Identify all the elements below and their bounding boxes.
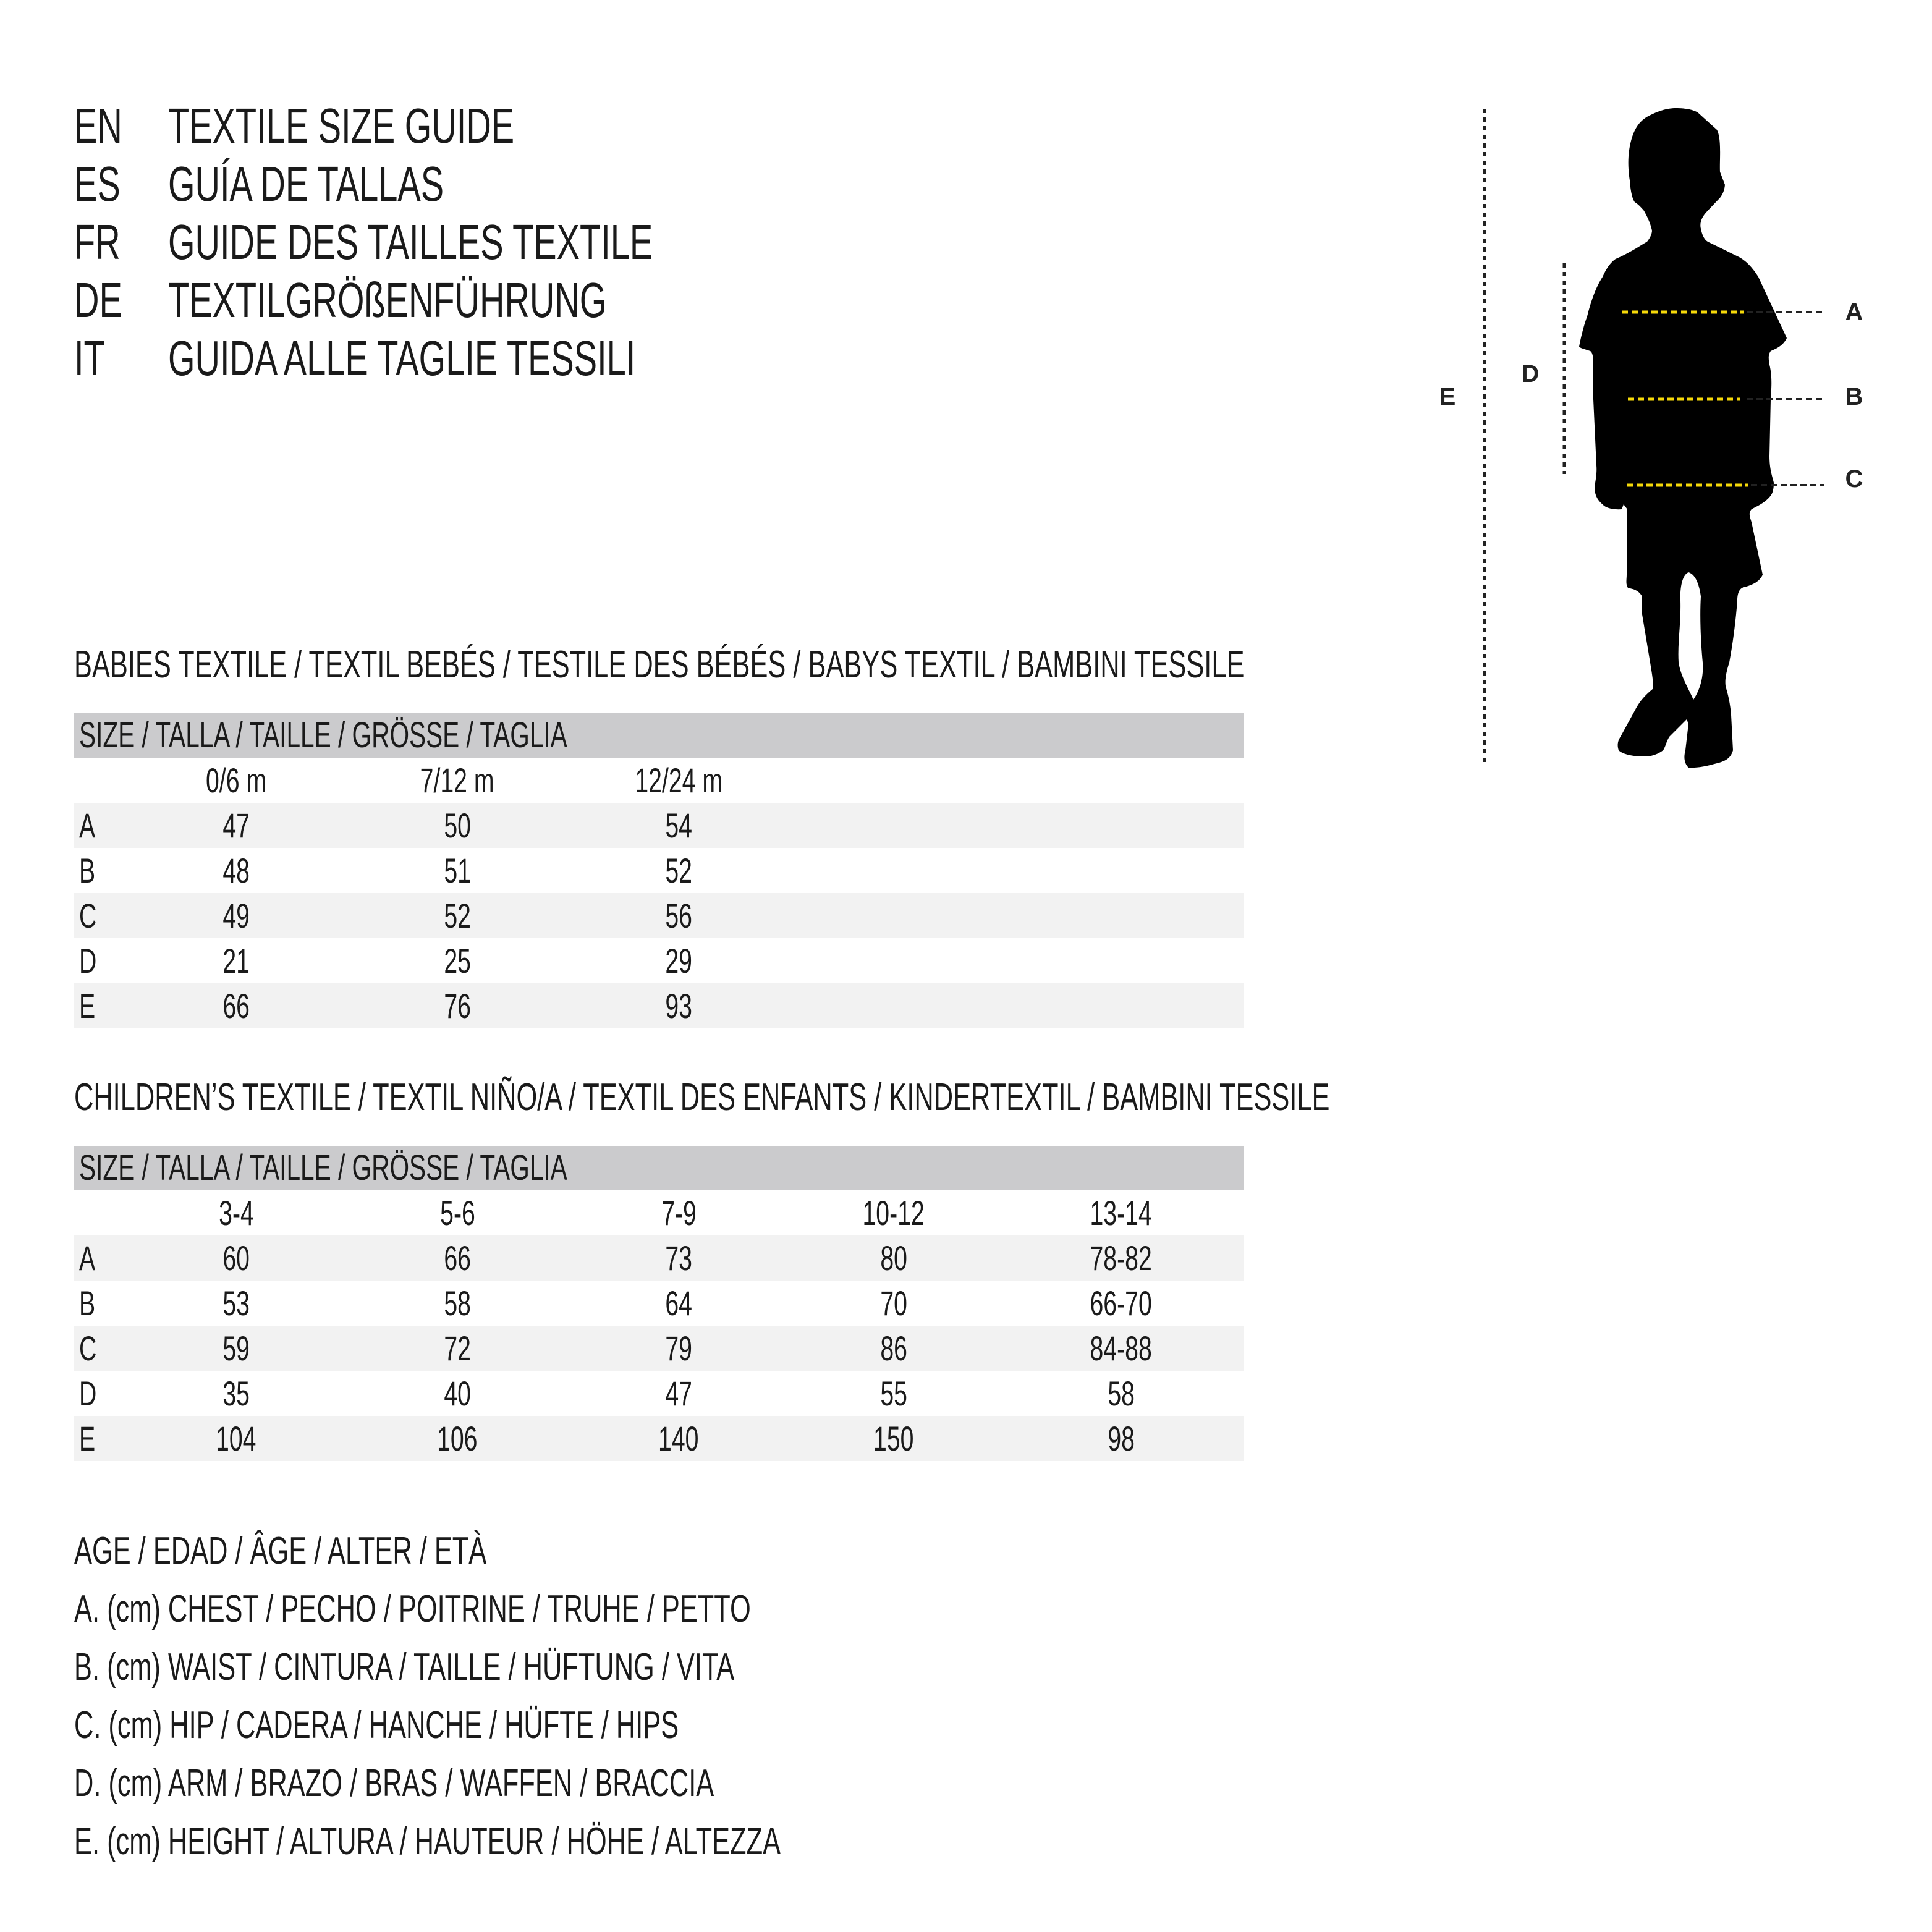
row-label: A: [79, 806, 96, 845]
babies-size-table: SIZE / TALLA / TAILLE / GRÖSSE / TAGLIA 0…: [74, 713, 1244, 1028]
row-label: B: [79, 851, 96, 890]
table-row: D 35 40 47 55 58: [74, 1371, 1244, 1416]
table-cell: 84-88: [1090, 1329, 1153, 1368]
table-cell: 79: [665, 1329, 692, 1368]
language-code: ES: [74, 156, 121, 211]
table-cell: 29: [665, 941, 692, 980]
row-label: A: [79, 1239, 96, 1277]
table-row: A 60 66 73 80 78-82: [74, 1235, 1244, 1281]
table-cell: 54: [665, 806, 692, 845]
legend-item: B. (cm) WAIST / CINTURA / TAILLE / HÜFTU…: [74, 1646, 735, 1688]
row-label: E: [79, 986, 96, 1025]
table-cell: 47: [665, 1374, 692, 1413]
column-header: 13-14: [1090, 1193, 1153, 1232]
table-cell: 66: [222, 986, 250, 1025]
table-cell: 52: [444, 896, 471, 935]
table-cell: 55: [880, 1374, 907, 1413]
table-cell: 140: [658, 1419, 699, 1458]
label-c: C: [1845, 465, 1863, 493]
table-cell: 78-82: [1090, 1239, 1153, 1277]
table-cell: 25: [444, 941, 471, 980]
label-b: B: [1845, 383, 1863, 410]
row-label: C: [79, 896, 97, 935]
label-a: A: [1845, 299, 1863, 326]
table-row: B 48 51 52: [74, 848, 1244, 893]
table-cell: 56: [665, 896, 692, 935]
table-cell: 72: [444, 1329, 471, 1368]
table-cell: 66-70: [1090, 1284, 1153, 1323]
child-silhouette-icon: [1579, 108, 1787, 768]
table-cell: 58: [1108, 1374, 1135, 1413]
table-row: C 49 52 56: [74, 893, 1244, 938]
table-cell: 70: [880, 1284, 907, 1323]
table-cell: 86: [880, 1329, 907, 1368]
children-size-table: SIZE / TALLA / TAILLE / GRÖSSE / TAGLIA 3…: [74, 1146, 1244, 1461]
table-cell: 47: [222, 806, 250, 845]
table-cell: 58: [444, 1284, 471, 1323]
table-row: A 47 50 54: [74, 803, 1244, 848]
column-header-row: 3-4 5-6 7-9 10-12 13-14: [74, 1190, 1244, 1235]
column-header: 7-9: [661, 1193, 697, 1232]
size-header: SIZE / TALLA / TAILLE / GRÖSSE / TAGLIA: [74, 713, 1244, 758]
table-row: E 66 76 93: [74, 983, 1244, 1028]
table-cell: 48: [222, 851, 250, 890]
table-cell: 52: [665, 851, 692, 890]
table-cell: 49: [222, 896, 250, 935]
row-label: C: [79, 1329, 97, 1368]
row-label: D: [79, 1374, 97, 1413]
column-header: 10-12: [862, 1193, 925, 1232]
table-cell: 60: [222, 1239, 250, 1277]
table-cell: 66: [444, 1239, 471, 1277]
title-text: TEXTILGRÖßENFÜHRUNG: [168, 273, 607, 328]
table-cell: 76: [444, 986, 471, 1025]
table-cell: 73: [665, 1239, 692, 1277]
column-header: 7/12 m: [420, 761, 494, 800]
table-cell: 40: [444, 1374, 471, 1413]
legend-item: A. (cm) CHEST / PECHO / POITRINE / TRUHE…: [74, 1588, 751, 1630]
table-cell: 106: [437, 1419, 478, 1458]
column-header: 3-4: [218, 1193, 254, 1232]
row-label: E: [79, 1419, 96, 1458]
legend-item: C. (cm) HIP / CADERA / HANCHE / HÜFTE / …: [74, 1704, 679, 1747]
legend-item: E. (cm) HEIGHT / ALTURA / HAUTEUR / HÖHE…: [74, 1820, 781, 1863]
table-cell: 35: [222, 1374, 250, 1413]
column-header-row: 0/6 m 7/12 m 12/24 m: [74, 758, 1244, 803]
label-d: D: [1522, 360, 1540, 388]
column-header: 0/6 m: [205, 761, 267, 800]
table-cell: 53: [222, 1284, 250, 1323]
language-code: EN: [74, 98, 122, 153]
column-header: 12/24 m: [635, 761, 722, 800]
children-heading: CHILDREN’S TEXTILE / TEXTIL NIÑO/A / TEX…: [74, 1076, 1330, 1119]
title-text: GUIDE DES TAILLES TEXTILE: [168, 214, 653, 269]
row-label: D: [79, 941, 97, 980]
title-text: TEXTILE SIZE GUIDE: [168, 98, 515, 153]
table-cell: 51: [444, 851, 471, 890]
table-cell: 80: [880, 1239, 907, 1277]
table-cell: 104: [216, 1419, 256, 1458]
table-cell: 59: [222, 1329, 250, 1368]
table-cell: 93: [665, 986, 692, 1025]
table-cell: 50: [444, 806, 471, 845]
table-cell: 150: [873, 1419, 914, 1458]
title-text: GUIDA ALLE TAGLIE TESSILI: [168, 331, 636, 386]
table-cell: 21: [222, 941, 250, 980]
table-row: D 21 25 29: [74, 938, 1244, 983]
legend-item: D. (cm) ARM / BRAZO / BRAS / WAFFEN / BR…: [74, 1762, 714, 1805]
table-cell: 98: [1108, 1419, 1135, 1458]
table-row: E 104 106 140 150 98: [74, 1416, 1244, 1461]
label-e: E: [1439, 383, 1456, 410]
legend-item: AGE / EDAD / ÂGE / ALTER / ETÀ: [74, 1530, 487, 1572]
language-code: IT: [74, 331, 105, 386]
size-header: SIZE / TALLA / TAILLE / GRÖSSE / TAGLIA: [74, 1146, 1244, 1190]
table-cell: 64: [665, 1284, 692, 1323]
language-code: FR: [74, 214, 121, 269]
table-row: B 53 58 64 70 66-70: [74, 1281, 1244, 1326]
title-text: GUÍA DE TALLAS: [168, 156, 444, 211]
row-label: B: [79, 1284, 96, 1323]
table-row: C 59 72 79 86 84-88: [74, 1326, 1244, 1371]
babies-heading: BABIES TEXTILE / TEXTIL BEBÉS / TESTILE …: [74, 643, 1245, 686]
language-code: DE: [74, 273, 122, 328]
column-header: 5-6: [439, 1193, 475, 1232]
